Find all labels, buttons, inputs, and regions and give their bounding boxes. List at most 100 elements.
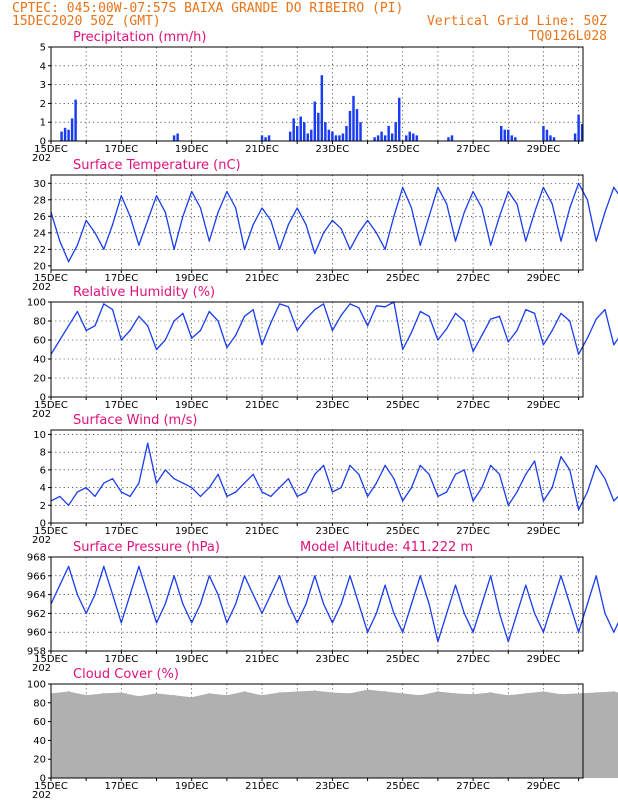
rh-point bbox=[402, 348, 404, 351]
precip-bar bbox=[359, 122, 362, 141]
wind-point bbox=[507, 504, 509, 506]
rh-point bbox=[507, 341, 509, 343]
temp-year-fragment: 202 bbox=[32, 282, 51, 293]
precip-bar bbox=[306, 133, 309, 141]
precip-bar bbox=[172, 135, 176, 141]
wind-point bbox=[560, 455, 562, 458]
rh-point bbox=[613, 344, 615, 346]
precip-frame bbox=[50, 46, 584, 142]
rh-xtick-label: 27DEC bbox=[456, 400, 490, 411]
temp-point bbox=[129, 215, 131, 217]
temp-point bbox=[147, 219, 149, 222]
wind-point bbox=[199, 495, 202, 498]
temp-point bbox=[305, 223, 307, 226]
wind-point bbox=[472, 500, 474, 502]
temp-xtick-label: 25DEC bbox=[386, 273, 420, 284]
wind-point bbox=[402, 500, 404, 502]
temp-point bbox=[586, 199, 588, 201]
temp-point bbox=[173, 248, 175, 250]
temp-point bbox=[463, 211, 465, 213]
rh-point bbox=[111, 309, 114, 311]
precip-bar bbox=[310, 129, 313, 141]
temp-point bbox=[67, 261, 70, 263]
wind-point bbox=[173, 478, 175, 480]
temp-point bbox=[384, 248, 386, 250]
wind-point bbox=[331, 491, 333, 493]
rh-point bbox=[314, 309, 316, 311]
pres-point bbox=[586, 603, 588, 605]
rh-point bbox=[270, 322, 272, 324]
rh-point bbox=[551, 329, 553, 332]
precip-bar bbox=[352, 95, 355, 141]
wind-point bbox=[481, 486, 483, 489]
wind-point bbox=[226, 495, 228, 498]
precip-bar bbox=[376, 135, 380, 141]
rh-point bbox=[498, 315, 501, 317]
cloud-xtick-label: 29DEC bbox=[527, 781, 561, 792]
pres-ytick-label: 958 bbox=[27, 647, 46, 658]
temp-point bbox=[322, 232, 325, 234]
cloud-point bbox=[560, 693, 562, 695]
cloud-point bbox=[437, 691, 439, 693]
rh-point bbox=[59, 339, 61, 341]
precip-bar bbox=[267, 135, 271, 141]
pres-xtick-label: 15DEC bbox=[34, 654, 68, 665]
pres-xtick-label: 27DEC bbox=[456, 654, 490, 665]
precip-panel: 0 1 2 3 4 5 15DEC 17DEC 19DEC 21DEC 23DEC 25DEC 27DE… bbox=[32, 30, 584, 164]
rh-point bbox=[287, 306, 290, 308]
wind-point bbox=[76, 491, 78, 493]
rh-series-line bbox=[50, 301, 618, 355]
precip-ytick-label: 5 bbox=[40, 43, 46, 54]
precip-xtick-label: 19DEC bbox=[175, 144, 209, 155]
pres-point bbox=[542, 631, 545, 633]
wind-point bbox=[613, 500, 615, 502]
precip-bar bbox=[405, 135, 408, 141]
wind-point bbox=[454, 473, 457, 475]
cloud-xtick-label: 21DEC bbox=[245, 781, 279, 792]
wind-point bbox=[138, 482, 140, 484]
pres-point bbox=[578, 631, 580, 633]
rh-point bbox=[226, 347, 228, 349]
temp-point bbox=[402, 186, 404, 188]
wind-point bbox=[604, 478, 606, 480]
temp-point bbox=[199, 207, 202, 209]
temp-point bbox=[340, 228, 342, 230]
precip-xtick-label: 29DEC bbox=[527, 144, 561, 155]
wind-point bbox=[437, 495, 439, 498]
wind-point bbox=[569, 469, 571, 471]
precip-bar bbox=[373, 137, 376, 141]
temp-point bbox=[191, 190, 193, 193]
wind-point bbox=[279, 486, 281, 489]
precip-bar bbox=[450, 135, 454, 141]
cloud-point bbox=[173, 694, 175, 696]
pres-point bbox=[410, 603, 413, 605]
pres-point bbox=[261, 612, 263, 615]
cloud-point bbox=[296, 691, 298, 693]
wind-point bbox=[542, 500, 545, 502]
temp-point bbox=[410, 207, 413, 209]
temp-point bbox=[94, 232, 96, 234]
rh-point bbox=[94, 325, 96, 327]
pres-point bbox=[551, 603, 553, 605]
precip-bar bbox=[348, 110, 352, 141]
pres-point bbox=[182, 603, 184, 605]
temp-xtick-label: 29DEC bbox=[527, 273, 561, 284]
wind-point bbox=[243, 482, 246, 484]
wind-ytick-label: 4 bbox=[40, 483, 46, 494]
pres-xtick-label: 23DEC bbox=[316, 654, 350, 665]
wind-xtick-label: 17DEC bbox=[104, 526, 138, 537]
precip-bar bbox=[542, 125, 545, 141]
rh-point bbox=[481, 334, 483, 336]
temp-point bbox=[595, 240, 597, 242]
cloud-ytick-label: 20 bbox=[33, 755, 46, 766]
temp-ytick-label: 22 bbox=[33, 245, 46, 256]
rh-xtick-label: 25DEC bbox=[386, 400, 420, 411]
wind-ytick-label: 6 bbox=[40, 465, 46, 476]
cloud-point bbox=[578, 692, 580, 694]
temp-point bbox=[542, 186, 545, 188]
wind-point bbox=[120, 491, 122, 493]
wind-title: Surface Wind (m/s) bbox=[73, 413, 197, 428]
pres-point bbox=[120, 622, 122, 624]
pres-point bbox=[59, 584, 61, 586]
wind-point bbox=[261, 491, 263, 493]
